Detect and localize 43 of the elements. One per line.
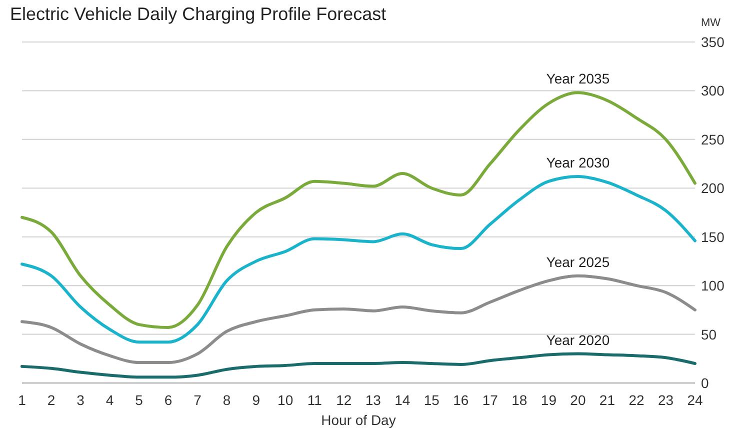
line-series [20,174,696,344]
x-tick-label: 3 [76,392,85,408]
series-label: Year 2020 [546,332,610,348]
x-tick-label: 9 [252,392,260,408]
y-tick-label: 250 [701,131,725,148]
x-tick-label: 22 [628,392,644,408]
x-tick-label: 23 [658,392,674,408]
y-tick-label: 100 [701,278,725,294]
line-series [20,274,696,364]
x-tick-label: 13 [365,392,382,408]
y-tick-label: 50 [701,326,717,342]
x-tick-label: 8 [222,392,231,408]
x-tick-label: 16 [453,392,469,408]
x-axis-title: Hour of Day [321,412,396,428]
chart-title: Electric Vehicle Daily Charging Profile Forecast [10,4,386,24]
line-series [20,352,696,379]
x-tick-label: 14 [394,392,410,408]
x-tick-label: 18 [512,392,528,408]
y-tick-label: 0 [701,375,709,391]
y-tick-label: 200 [701,180,725,196]
x-tick-label: 12 [336,392,352,408]
series-label: Year 2035 [546,70,610,87]
x-tick-label: 6 [164,392,172,408]
x-tick-label: 24 [687,392,703,408]
x-tick-label: 5 [135,392,144,408]
y-axis-title: MW [701,17,722,29]
y-tick-label: 150 [701,228,725,245]
x-tick-label: 10 [278,392,294,408]
y-tick-label: 350 [701,34,725,50]
x-tick-label: 15 [424,392,440,408]
x-tick-label: 17 [482,392,498,408]
y-tick-label: 300 [701,82,725,99]
x-tick-label: 7 [194,392,202,408]
line-series [20,91,696,329]
x-tick-label: 21 [599,392,616,408]
series-label: Year 2025 [546,254,610,270]
x-tick-label: 4 [106,392,114,408]
x-tick-label: 1 [18,392,26,408]
series-label: Year 2030 [546,154,610,170]
x-tick-label: 11 [307,392,322,408]
x-tick-label: 2 [47,392,56,408]
x-tick-label: 19 [540,392,557,408]
x-tick-label: 20 [570,392,586,408]
